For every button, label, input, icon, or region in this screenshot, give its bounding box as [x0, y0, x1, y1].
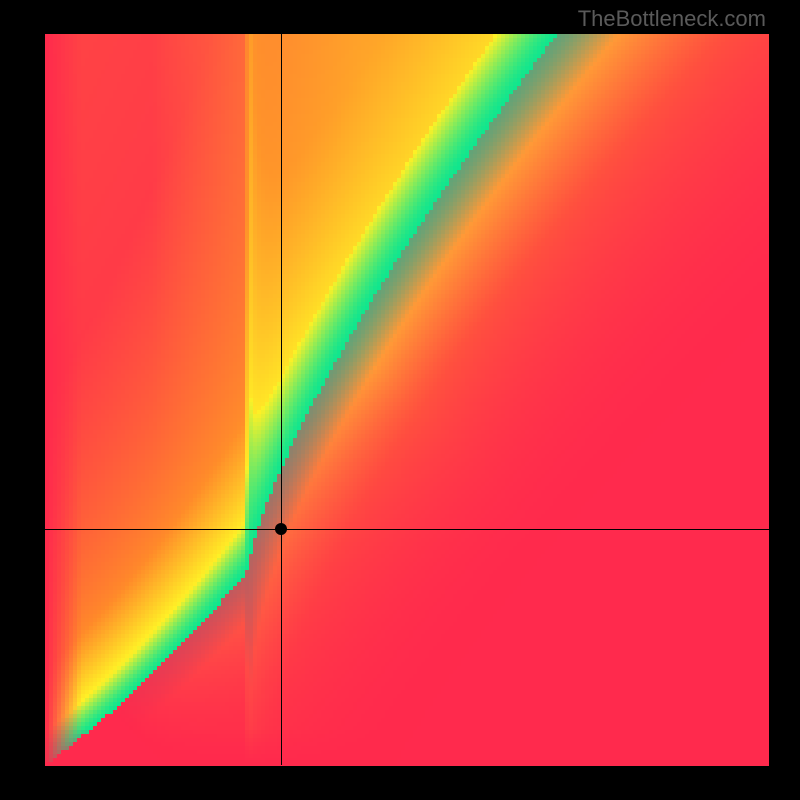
marker-point — [275, 523, 287, 535]
watermark: TheBottleneck.com — [578, 6, 766, 32]
crosshair-vertical — [281, 34, 282, 765]
crosshair-horizontal — [45, 529, 769, 530]
heatmap-canvas — [0, 0, 800, 800]
